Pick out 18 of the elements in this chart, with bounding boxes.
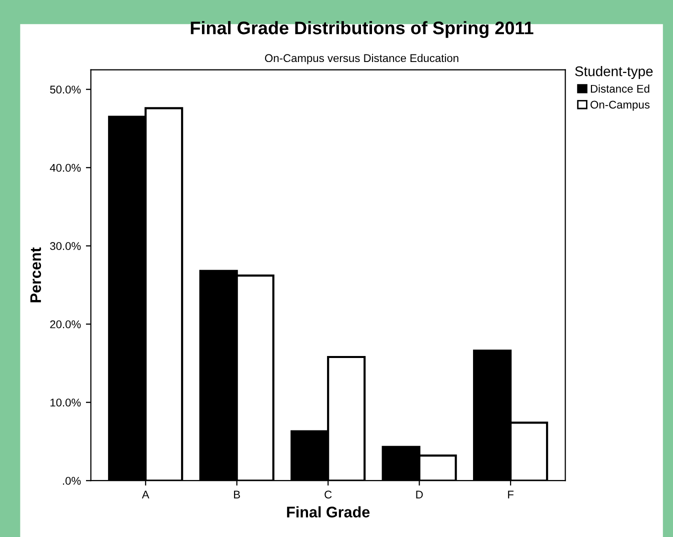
chart-title: Final Grade Distributions of Spring 2011 (190, 21, 534, 38)
y-tick-label: 50.0% (50, 86, 81, 94)
x-axis-title: Final Grade (287, 506, 370, 518)
x-tick-label: A (142, 490, 150, 498)
y-tick-label: .0% (63, 476, 81, 485)
x-tick-label: D (416, 490, 423, 498)
x-tick-label: B (234, 490, 240, 498)
y-axis-title: Percent (30, 247, 42, 302)
legend-title: Student-type (575, 66, 653, 79)
x-tick-label: C (324, 490, 332, 498)
y-tick-label: 10.0% (50, 398, 81, 406)
y-tick-label: 20.0% (50, 320, 81, 328)
y-tick-label: 40.0% (50, 164, 81, 172)
legend-label: Distance Ed (590, 84, 650, 93)
y-tick-label: 30.0% (50, 242, 81, 250)
chart-subtitle: On-Campus versus Distance Education (265, 54, 458, 64)
x-tick-label: F (508, 490, 514, 498)
legend-label: On-Campus (590, 100, 650, 111)
